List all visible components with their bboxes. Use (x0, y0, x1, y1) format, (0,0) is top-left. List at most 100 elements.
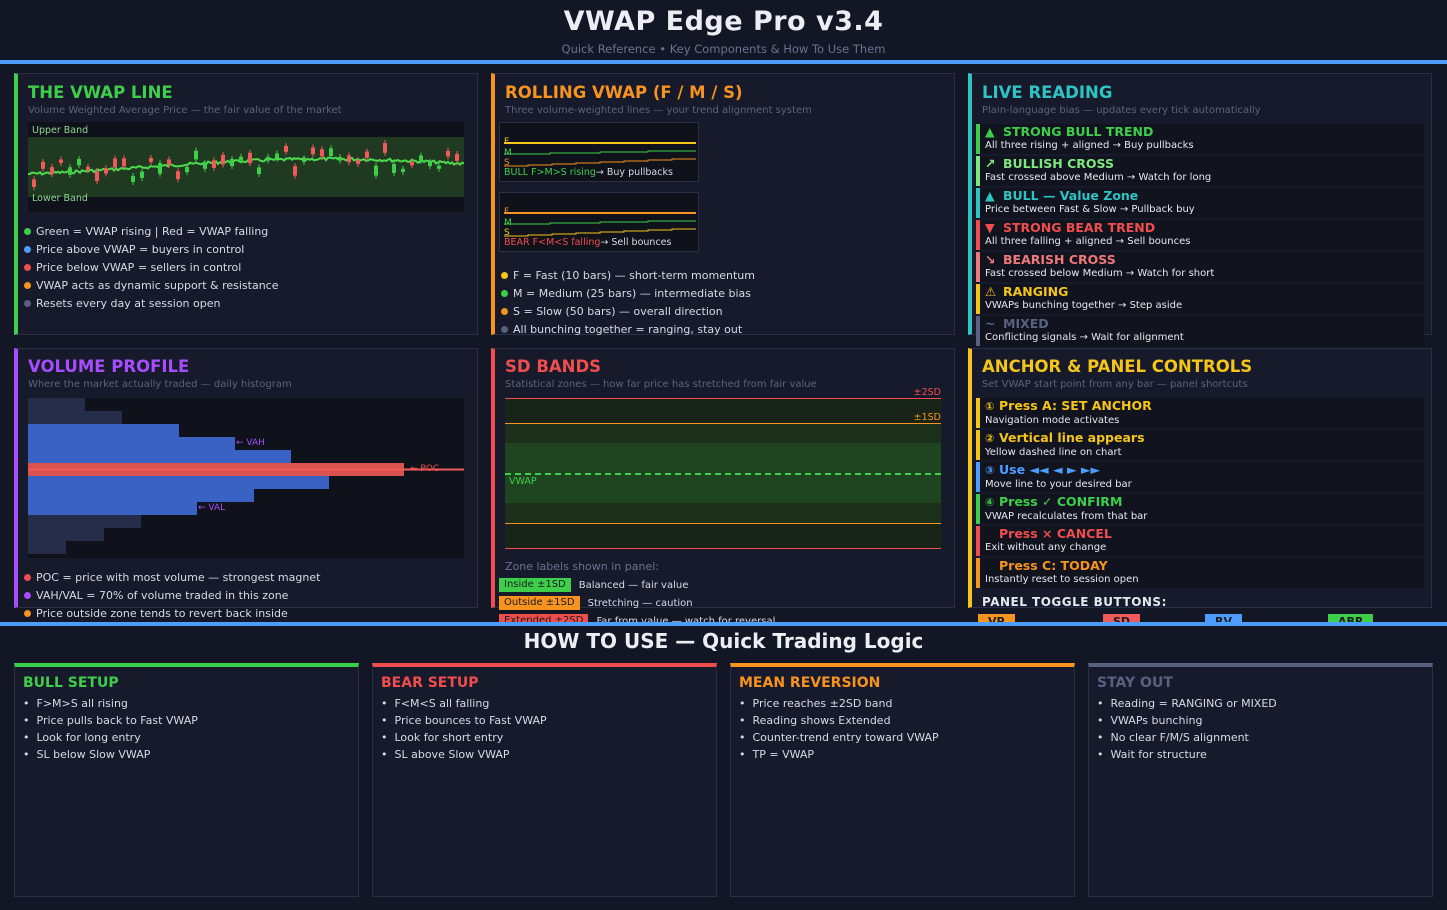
volume-bar (28, 424, 179, 437)
volume-bar (28, 515, 141, 528)
card-item-text: No clear F/M/S alignment (1110, 731, 1249, 744)
card-item: • F<M<S all falling (381, 695, 708, 712)
bullet-icon: • (381, 697, 388, 710)
card-item-text: Reading shows Extended (752, 714, 891, 727)
card-item-text: TP = VWAP (752, 748, 815, 761)
bullet-dot-icon (24, 573, 31, 581)
card-title: STAY OUT (1097, 675, 1173, 691)
step-number-icon: ④ (985, 496, 995, 509)
volume-bar (28, 476, 329, 489)
volume-profile-bullets: POC = price with most volume — strongest… (24, 568, 320, 622)
bullet-text: M = Medium (25 bars) — intermediate bias (513, 286, 752, 300)
card-item-text: F<M<S all falling (394, 697, 490, 710)
card-item-text: Look for short entry (394, 731, 504, 744)
candle-body (140, 171, 144, 178)
vwap-line-subtitle: Volume Weighted Average Price — the fair… (28, 105, 342, 116)
candle-body (185, 166, 189, 173)
volume-bar (28, 450, 291, 463)
bullet-icon: • (23, 748, 30, 761)
bullet-text: Price below VWAP = sellers in control (36, 260, 242, 274)
setup-card-stay-out: STAY OUT • Reading = RANGING or MIXED • VWAP… (1088, 663, 1433, 897)
anchor-subtitle: Set VWAP start point from any bar — pane… (982, 379, 1248, 390)
bullet-item: VAH/VAL = 70% of volume traded in this z… (24, 586, 320, 604)
bullet-item: Price above VWAP = buyers in control (24, 240, 278, 258)
candle-body (275, 153, 279, 159)
bull-f-label: F (504, 137, 510, 147)
reading-title: STRONG BEAR TREND (1003, 220, 1156, 235)
candle-body (194, 150, 198, 160)
anchor-steps: ① Press A: SET ANCHOR Navigation mode acti… (976, 398, 1424, 590)
card-title: BULL SETUP (23, 675, 119, 691)
bullet-item: Price below VWAP = sellers in control (24, 258, 278, 276)
reading-title: BEARISH CROSS (1003, 252, 1116, 267)
vwap-line-bullets: Green = VWAP rising | Red = VWAP falling… (24, 222, 278, 312)
card-item: • SL below Slow VWAP (23, 746, 350, 763)
volume-bar (28, 437, 235, 450)
bullet-dot-icon (501, 325, 508, 333)
bullet-item: Resets every day at session open (24, 294, 278, 312)
zone-item: Inside ±1SD Balanced — fair value (499, 576, 775, 594)
candle-body (257, 167, 261, 175)
lower-band-label: Lower Band (32, 193, 88, 204)
sd-bands-chart: ±2SD ±1SD VWAP (505, 387, 941, 549)
vwap-line-title: THE VWAP LINE (28, 83, 173, 102)
candle-body (50, 167, 54, 175)
candle-body (455, 153, 459, 161)
anchor-step: ③ Use ◄◄ ◄ ► ►► Move line to your desired … (976, 462, 1424, 492)
card-item: • Look for long entry (23, 729, 350, 746)
reading-icon: ▲ (985, 124, 995, 139)
bullet-icon: • (1097, 697, 1104, 710)
bullet-icon: • (1097, 731, 1104, 744)
header-divider (0, 60, 1447, 64)
reading-title: MIXED (1003, 316, 1049, 331)
candle-body (284, 145, 288, 152)
bullet-icon: • (23, 731, 30, 744)
sd2-label: ±2SD (913, 387, 941, 398)
volume-profile-subtitle: Where the market actually traded — daily… (28, 379, 292, 390)
candle-body (266, 156, 270, 161)
candle-body (392, 163, 396, 173)
candle-body (68, 167, 72, 175)
candle-body (221, 154, 225, 165)
bull-label: BULL F>M>S rising (504, 167, 596, 178)
reading-icon: ↘ (985, 252, 996, 267)
volume-profile-title: VOLUME PROFILE (28, 357, 190, 376)
volume-profile-bars (28, 398, 464, 554)
candle-body (419, 155, 423, 161)
bullet-text: All bunching together = ranging, stay ou… (513, 322, 743, 336)
candle-body (95, 171, 99, 181)
bullet-item: F = Fast (10 bars) — short-term momentum (501, 266, 755, 284)
candle-body (374, 165, 378, 176)
bullet-icon: • (739, 714, 746, 727)
zone-desc: Far from value — watch for reversal (596, 615, 776, 627)
reading-icon: ▲ (985, 188, 995, 203)
bullet-dot-icon (501, 307, 508, 315)
reading-icon: ⚠ (985, 284, 997, 299)
candle-body (212, 160, 216, 168)
bullet-text: Resets every day at session open (36, 296, 221, 310)
bullet-icon: • (23, 697, 30, 710)
anchor-title: ANCHOR & PANEL CONTROLS (982, 357, 1253, 376)
vwap-band-label: VWAP (509, 476, 537, 487)
step-title: Press × CANCEL (999, 526, 1112, 541)
candle-body (365, 151, 369, 158)
bull-action: → Buy pullbacks (595, 167, 673, 178)
sd-bands-subtitle: Statistical zones — how far price has st… (505, 379, 817, 390)
candle-body (176, 171, 180, 180)
bullet-text: Green = VWAP rising | Red = VWAP falling (36, 224, 269, 238)
volume-bar (28, 398, 85, 411)
bullet-icon: • (381, 731, 388, 744)
live-reading-title: LIVE READING (982, 83, 1113, 102)
candle-body (122, 158, 126, 167)
candle-body (320, 149, 324, 157)
bear-lines (504, 212, 696, 237)
candle-body (401, 168, 405, 172)
step-title: Use ◄◄ ◄ ► ►► (999, 462, 1101, 477)
bull-lines (504, 142, 696, 167)
candle-body (311, 147, 315, 155)
volume-bar (28, 489, 254, 502)
bullet-text: VWAP acts as dynamic support & resistanc… (36, 278, 279, 292)
reading-title: BULL — Value Zone (1003, 188, 1139, 203)
card-item-text: Price pulls back to Fast VWAP (36, 714, 198, 727)
card-item-text: Look for long entry (36, 731, 141, 744)
